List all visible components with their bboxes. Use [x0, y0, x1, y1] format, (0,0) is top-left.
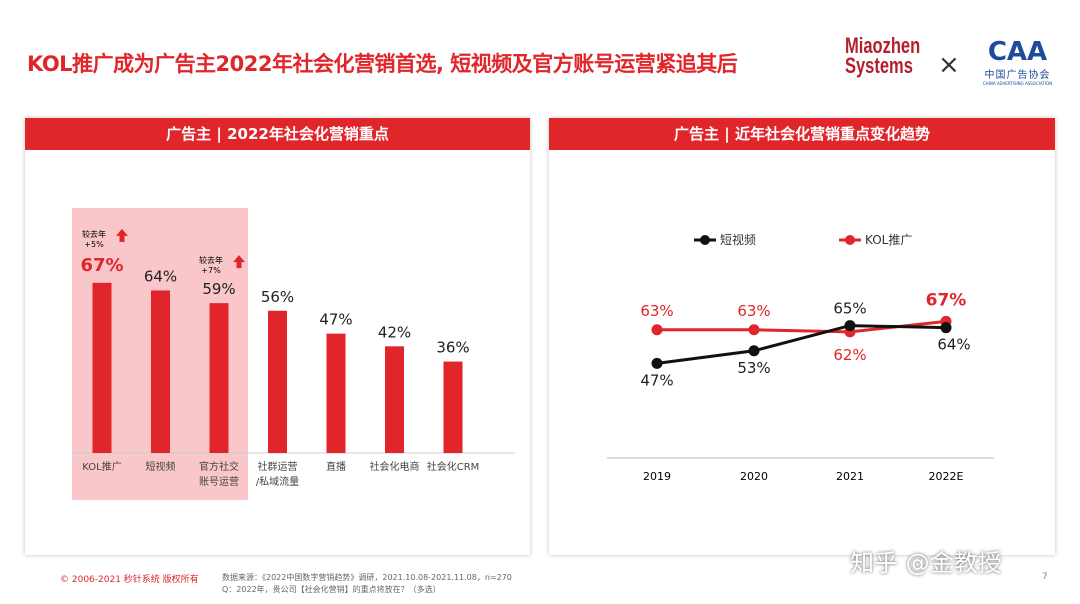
category-label: 官方社交 [199, 460, 239, 473]
line-chart-title: 广告主 | 近年社会化营销重点变化趋势 [549, 118, 1055, 150]
legend-marker [845, 235, 855, 245]
line-chart: 2019 2020 2021 2022E 短视频 KOL推广 47% 53% 65% 64% 63%… [607, 232, 994, 483]
separator: × [938, 50, 960, 80]
category-label: 账号运营 [199, 475, 239, 488]
bar-chart-panel: 广告主 | 2022年社会化营销重点 67% KOL推广 64% 短视频 59% 官方社交… [25, 118, 530, 555]
bar [268, 310, 287, 453]
bar [92, 282, 112, 453]
copyright: © 2006-2021 秒针系统 版权所有 [60, 575, 199, 585]
data-label: 62% [833, 346, 866, 364]
arrow-up-icon [233, 255, 245, 269]
data-point [748, 324, 760, 336]
caa-logo: CAA 中国广告协会 CHINA ADVERTISING ASSOCIATION [982, 37, 1053, 86]
annotation-text: +7% [201, 266, 221, 275]
data-point [748, 345, 760, 357]
category-label: 社会化电商 [370, 460, 420, 473]
data-point [844, 320, 856, 332]
arrow-up-icon [116, 228, 128, 242]
legend-label: 短视频 [720, 232, 756, 247]
category-label: 社会化CRM [427, 460, 480, 473]
category-label: /私域流量 [256, 475, 299, 488]
bar [209, 303, 229, 453]
data-label: 56% [261, 288, 294, 306]
bar [326, 333, 346, 453]
data-label: 63% [737, 302, 770, 320]
source-note: 数据来源：《2022中国数字营销趋势》调研，2021.10.08-2021.11… [222, 573, 512, 594]
data-label: 53% [737, 359, 770, 377]
bar [385, 346, 404, 453]
page-number: 7 [1042, 572, 1048, 582]
series-line [656, 324, 947, 365]
legend-marker [700, 235, 710, 245]
annotation-text: +5% [84, 240, 104, 249]
category-label: 短视频 [146, 460, 176, 473]
data-point [651, 357, 663, 369]
bar [443, 361, 463, 453]
data-label: 64% [937, 336, 970, 354]
bar [151, 290, 170, 453]
category-label: 直播 [326, 460, 346, 473]
category-label: KOL推广 [82, 460, 121, 473]
x-tick-label: 2022E [929, 470, 964, 483]
miaozhen-logo: Miaozhen Systems [845, 33, 921, 78]
data-label: 67% [926, 290, 967, 310]
bar-chart-title: 广告主 | 2022年社会化营销重点 [25, 118, 530, 150]
data-label: 47% [319, 311, 352, 329]
data-label: 63% [640, 302, 673, 320]
data-label: 67% [80, 255, 123, 276]
watermark: 知乎 @金教授 [850, 549, 1002, 577]
legend-label: KOL推广 [865, 233, 912, 247]
annotation-text: 较去年 [82, 229, 106, 239]
x-tick-label: 2021 [836, 470, 864, 483]
data-label: 47% [640, 371, 673, 389]
data-point [651, 324, 663, 336]
data-label: 59% [202, 280, 235, 298]
x-tick-label: 2019 [643, 470, 671, 483]
line-chart-panel: 广告主 | 近年社会化营销重点变化趋势 2019 2020 2021 2022E 短视频… [549, 118, 1055, 555]
data-label: 36% [436, 339, 469, 357]
data-label: 42% [378, 323, 411, 341]
page-title: KOL推广成为广告主2022年社会化营销首选, 短视频及官方账号运营紧追其后 [27, 52, 738, 76]
category-label: 社群运营 [258, 460, 298, 473]
data-point [940, 322, 952, 334]
annotation-text: 较去年 [199, 255, 223, 265]
data-label: 65% [833, 300, 866, 318]
data-label: 64% [144, 267, 177, 285]
x-tick-label: 2020 [740, 470, 768, 483]
